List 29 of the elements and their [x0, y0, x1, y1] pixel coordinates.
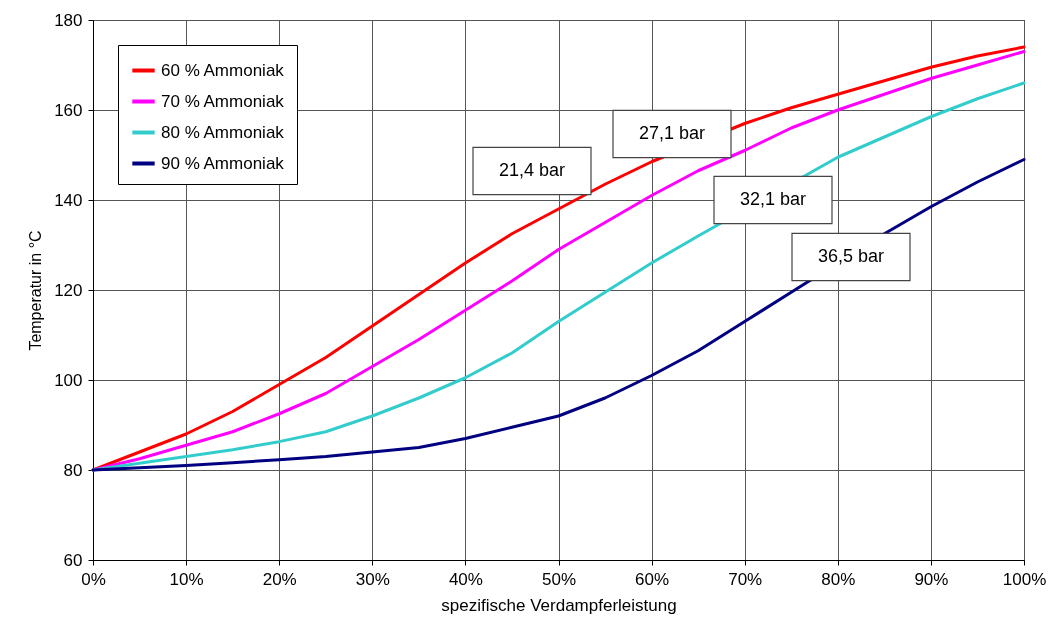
x-tick-label: 90%: [914, 569, 949, 589]
x-tick-label: 40%: [448, 569, 483, 589]
y-tick-label: 80: [63, 460, 83, 480]
y-tick-label: 60: [63, 550, 83, 570]
annotation: 32,1 bar: [739, 189, 807, 209]
x-tick-label: 20%: [262, 569, 297, 589]
x-tick-label: 30%: [355, 569, 390, 589]
x-tick-label: 50%: [541, 569, 577, 589]
annotation: 36,5 bar: [817, 246, 885, 266]
x-tick-label: 80%: [821, 569, 856, 589]
y-tick-label: 140: [54, 190, 83, 210]
x-axis-title: spezifische Verdampferleistung: [441, 595, 677, 615]
legend-label: 60 % Ammoniak: [161, 60, 285, 80]
annotation: 21,4 bar: [498, 160, 566, 180]
x-tick-label: 0%: [81, 569, 106, 589]
y-tick-label: 120: [54, 280, 83, 300]
y-tick-label: 160: [54, 100, 83, 120]
x-tick-label: 70%: [728, 569, 763, 589]
line-series: [91, 158, 1026, 472]
legend-label: 70 % Ammoniak: [161, 91, 285, 111]
x-tick-label: 60%: [635, 569, 670, 589]
legend-label: 80 % Ammoniak: [161, 122, 285, 142]
legend-label: 90 % Ammoniak: [161, 153, 285, 173]
y-tick-label: 180: [54, 10, 83, 30]
x-tick-label: 10%: [169, 569, 204, 589]
y-axis-title: Temperatur in °C: [27, 230, 45, 351]
annotation: 27,1 bar: [638, 123, 706, 143]
y-tick-label: 100: [54, 370, 83, 390]
x-tick-label: 100%: [1002, 569, 1047, 589]
